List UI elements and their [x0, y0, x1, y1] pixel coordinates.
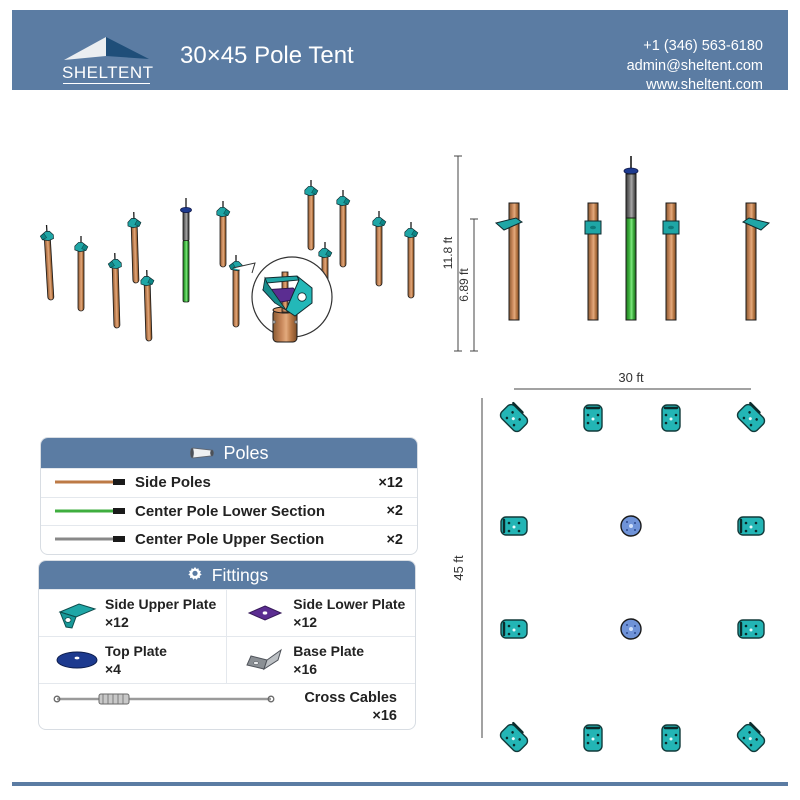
svg-text:6.89 ft: 6.89 ft [457, 268, 471, 302]
svg-text:11.8 ft: 11.8 ft [441, 236, 455, 269]
svg-text:45 ft: 45 ft [451, 555, 466, 581]
svg-text:30 ft: 30 ft [618, 370, 644, 385]
